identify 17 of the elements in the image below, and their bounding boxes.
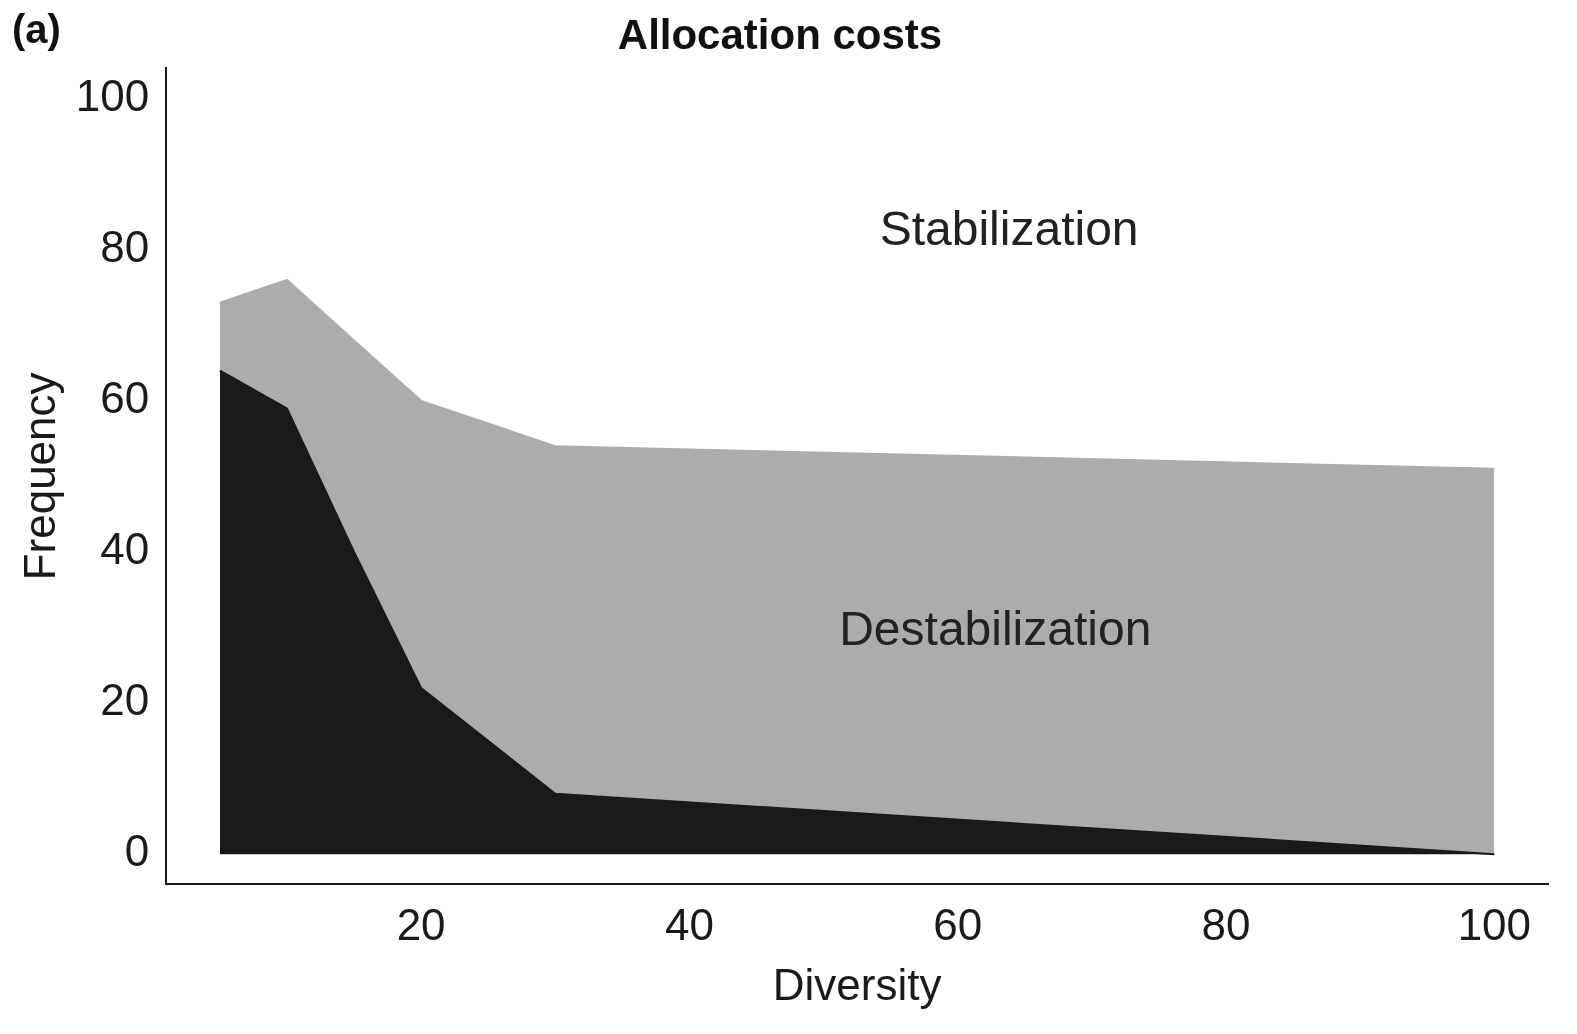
x-tick-label: 20 — [396, 899, 446, 949]
y-tick-label: 80 — [100, 221, 150, 271]
y-tick-label: 100 — [75, 70, 150, 120]
y-tick-label: 60 — [100, 372, 150, 422]
annotation: Stabilization — [879, 201, 1139, 255]
y-tick-label: 0 — [124, 826, 150, 876]
chart-title: Allocation costs — [617, 10, 943, 58]
x-tick-label: 40 — [664, 899, 714, 949]
x-tick-label: 60 — [933, 899, 983, 949]
y-tick-label: 20 — [100, 675, 150, 725]
x-tick-label: 100 — [1457, 899, 1532, 949]
x-tick-label: 80 — [1201, 899, 1251, 949]
y-tick-label: 40 — [100, 524, 150, 574]
x-axis-title: Diversity — [772, 959, 942, 1009]
y-axis-title: Frequency — [14, 372, 64, 581]
annotation: Destabilization — [839, 601, 1152, 655]
text: (a) — [12, 7, 61, 52]
